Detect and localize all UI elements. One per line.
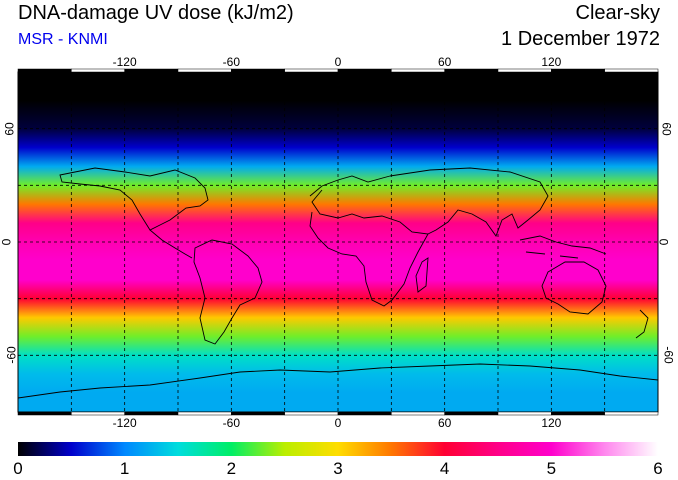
coastlines bbox=[18, 167, 658, 399]
frame-segment bbox=[551, 68, 605, 73]
colorbar-tick-label: 0 bbox=[13, 459, 23, 478]
longitude-tick-label: 0 bbox=[334, 55, 342, 69]
coast-indonesia bbox=[519, 235, 607, 259]
frame-segment bbox=[444, 411, 499, 416]
longitude-tick-label: -60 bbox=[222, 55, 240, 69]
frame-segment bbox=[71, 68, 125, 73]
coast-central-america bbox=[149, 229, 193, 259]
frame-segment bbox=[231, 68, 285, 73]
frame-segment bbox=[124, 68, 179, 73]
coast-antarctica bbox=[18, 363, 658, 399]
frame-segment bbox=[497, 68, 552, 73]
map-date: 1 December 1972 bbox=[501, 28, 660, 50]
longitude-tick-label: 60 bbox=[437, 55, 452, 69]
frame-segment bbox=[124, 411, 179, 416]
latitude-tick-label: -60 bbox=[4, 346, 19, 364]
colorbar bbox=[18, 442, 658, 456]
frame-segment bbox=[17, 411, 72, 416]
frame-segment bbox=[551, 411, 605, 416]
frame-segment bbox=[231, 411, 285, 416]
longitude-tick-label: -120 bbox=[112, 416, 137, 430]
coast-europe-africa bbox=[309, 189, 429, 307]
coast-europe-north bbox=[309, 175, 391, 197]
frame-segment bbox=[444, 68, 499, 73]
frame-segment bbox=[177, 411, 232, 416]
colorbar-tick-label: 6 bbox=[653, 459, 663, 478]
coast-north-america bbox=[59, 167, 209, 231]
frame-segment bbox=[337, 68, 392, 73]
coast-new-zealand bbox=[635, 309, 649, 339]
frame-segment bbox=[391, 68, 445, 73]
longitude-tick-label: -60 bbox=[222, 416, 240, 430]
latitude-tick-label: 0 bbox=[0, 238, 14, 246]
frame-segment bbox=[391, 411, 445, 416]
longitude-tick-label: 120 bbox=[541, 416, 562, 430]
latitude-tick-label: 60 bbox=[2, 121, 17, 136]
coast-south-america bbox=[193, 239, 263, 345]
colorbar-tick-label: 5 bbox=[546, 459, 557, 478]
colorbar-tick-label: 3 bbox=[333, 459, 343, 478]
latitude-tick-label: -60 bbox=[661, 346, 676, 364]
colorbar-tick-label: 1 bbox=[119, 459, 130, 478]
frame-segment bbox=[337, 411, 392, 416]
frame-ticks bbox=[17, 68, 659, 416]
longitude-tick-label: 0 bbox=[334, 416, 342, 430]
frame-segment bbox=[284, 411, 339, 416]
colorbar-tick-label: 2 bbox=[226, 459, 237, 478]
longitude-tick-label: 60 bbox=[437, 416, 452, 430]
map-title: DNA-damage UV dose (kJ/m2) bbox=[18, 2, 294, 24]
frame-segment bbox=[497, 411, 552, 416]
coast-asia bbox=[389, 167, 549, 237]
frame-segment bbox=[604, 411, 659, 416]
latitude-tick-label: 0 bbox=[656, 238, 671, 246]
latitude-tick-label: 60 bbox=[659, 121, 674, 136]
coast-australia bbox=[541, 261, 607, 315]
frame-segment bbox=[284, 68, 339, 73]
lat-lon-grid bbox=[18, 72, 658, 412]
frame-segment bbox=[17, 68, 72, 73]
frame-segment bbox=[604, 68, 659, 73]
frame-segment bbox=[71, 411, 125, 416]
longitude-tick-label: -120 bbox=[112, 55, 137, 69]
sky-condition: Clear-sky bbox=[575, 2, 660, 24]
coast-madagascar bbox=[415, 257, 429, 293]
longitude-tick-label: 120 bbox=[541, 55, 562, 69]
colorbar-tick-label: 4 bbox=[439, 459, 450, 478]
map-source: MSR - KNMI bbox=[18, 31, 108, 48]
frame-segment bbox=[177, 68, 232, 73]
